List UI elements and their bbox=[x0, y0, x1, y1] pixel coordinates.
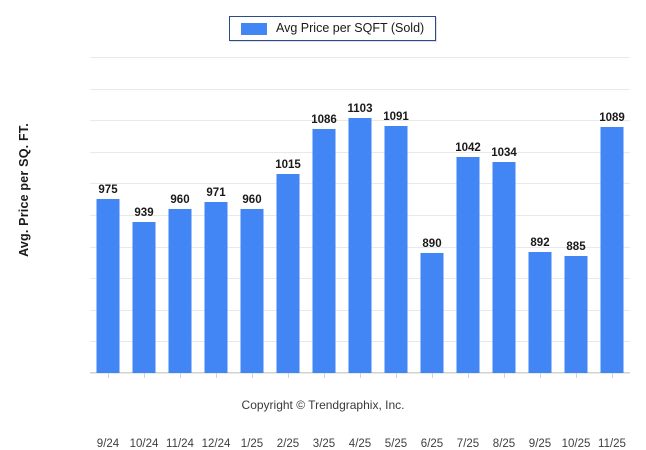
bar[interactable] bbox=[348, 118, 372, 373]
x-axis-tick-label: 10/24 bbox=[129, 438, 159, 450]
bar-group: 1091 5/25 bbox=[378, 57, 414, 450]
chart-container: Avg Price per SQFT (Sold) Avg. Price per… bbox=[12, 0, 630, 450]
bar-group: 971 12/24 bbox=[198, 57, 234, 450]
x-axis-tick-label: 8/25 bbox=[492, 438, 516, 450]
bar-group: 1042 7/25 bbox=[450, 57, 486, 450]
bar[interactable] bbox=[564, 256, 588, 373]
bar-group: 1015 2/25 bbox=[270, 57, 306, 450]
bar[interactable] bbox=[168, 208, 192, 373]
bar-value-label: 1086 bbox=[311, 114, 337, 127]
bar-value-label: 1103 bbox=[347, 103, 373, 116]
bar-group: 1034 8/25 bbox=[486, 57, 522, 450]
bar-value-label: 1015 bbox=[275, 158, 301, 171]
plot-area: 1200115011001050100095090085080075070097… bbox=[90, 57, 630, 450]
x-axis-tick bbox=[324, 373, 325, 378]
x-axis-tick-label: 10/25 bbox=[561, 438, 591, 450]
bar-group: 960 1/25 bbox=[234, 57, 270, 450]
bar-group: 890 6/25 bbox=[414, 57, 450, 450]
legend-color-swatch-icon bbox=[241, 22, 267, 35]
chart-legend[interactable]: Avg Price per SQFT (Sold) bbox=[229, 16, 437, 41]
bar-group: 1089 11/25 bbox=[594, 57, 630, 450]
bar-group: 939 10/24 bbox=[126, 57, 162, 450]
x-axis-tick bbox=[396, 373, 397, 378]
x-axis-tick bbox=[360, 373, 361, 378]
bar[interactable] bbox=[420, 252, 444, 373]
bar-value-label: 1034 bbox=[491, 146, 517, 159]
gridline bbox=[90, 88, 630, 90]
x-axis-tick-label: 4/25 bbox=[348, 438, 372, 450]
x-axis-tick bbox=[180, 373, 181, 378]
legend-label: Avg Price per SQFT (Sold) bbox=[276, 21, 425, 36]
bar-group: 975 9/24 bbox=[90, 57, 126, 450]
bar[interactable] bbox=[132, 221, 156, 373]
bar[interactable] bbox=[312, 129, 336, 373]
bar-value-label: 890 bbox=[422, 237, 442, 250]
bar[interactable] bbox=[204, 201, 228, 373]
bar-value-label: 885 bbox=[566, 241, 586, 254]
copyright-notice: Copyright © Trendgraphix, Inc. bbox=[241, 398, 405, 412]
bar-value-label: 939 bbox=[134, 206, 154, 219]
x-axis-tick-label: 9/25 bbox=[528, 438, 552, 450]
x-axis-tick-label: 6/25 bbox=[420, 438, 444, 450]
bar-value-label: 960 bbox=[170, 193, 190, 206]
x-axis-tick bbox=[144, 373, 145, 378]
x-axis-tick bbox=[576, 373, 577, 378]
bar-group: 892 9/25 bbox=[522, 57, 558, 450]
x-axis-tick bbox=[504, 373, 505, 378]
bar-group: 1103 4/25 bbox=[342, 57, 378, 450]
x-axis-tick-label: 9/24 bbox=[96, 438, 120, 450]
x-axis-tick bbox=[108, 373, 109, 378]
bar[interactable] bbox=[96, 199, 120, 373]
bar-value-label: 960 bbox=[242, 193, 262, 206]
bar[interactable] bbox=[384, 125, 408, 373]
x-axis-tick bbox=[540, 373, 541, 378]
x-axis-tick-label: 12/24 bbox=[201, 438, 231, 450]
gridline bbox=[90, 57, 630, 58]
bar-group: 960 11/24 bbox=[162, 57, 198, 450]
x-axis-tick-label: 11/25 bbox=[598, 438, 626, 450]
bar[interactable] bbox=[600, 127, 624, 373]
bar-value-label: 1042 bbox=[455, 141, 481, 154]
bar-group: 885 10/25 bbox=[558, 57, 594, 450]
bar-value-label: 1089 bbox=[599, 112, 625, 125]
x-axis-tick-label: 3/25 bbox=[312, 438, 336, 450]
bar-value-label: 971 bbox=[206, 186, 226, 199]
x-axis-tick-label: 1/25 bbox=[240, 438, 264, 450]
x-axis-tick bbox=[612, 373, 613, 378]
bar-group: 1086 3/25 bbox=[306, 57, 342, 450]
bar-value-label: 892 bbox=[530, 236, 550, 249]
bar[interactable] bbox=[492, 161, 516, 373]
bar[interactable] bbox=[456, 156, 480, 373]
x-axis-tick-label: 5/25 bbox=[384, 438, 408, 450]
x-axis-tick bbox=[216, 373, 217, 378]
x-axis-tick-label: 11/24 bbox=[166, 438, 194, 450]
x-axis-tick bbox=[252, 373, 253, 378]
bar[interactable] bbox=[528, 251, 552, 373]
x-axis-tick-label: 7/25 bbox=[456, 438, 480, 450]
bar-value-label: 975 bbox=[98, 184, 118, 197]
bar-value-label: 1091 bbox=[383, 110, 409, 123]
x-axis-tick bbox=[468, 373, 469, 378]
y-axis-title-text: Avg. Price per SQ. FT. bbox=[17, 123, 31, 257]
bar[interactable] bbox=[276, 173, 300, 373]
x-axis-tick-label: 2/25 bbox=[276, 438, 300, 450]
x-axis-tick bbox=[432, 373, 433, 378]
x-axis-tick bbox=[288, 373, 289, 378]
bar[interactable] bbox=[240, 208, 264, 373]
y-axis-title: Avg. Price per SQ. FT. bbox=[12, 0, 36, 380]
